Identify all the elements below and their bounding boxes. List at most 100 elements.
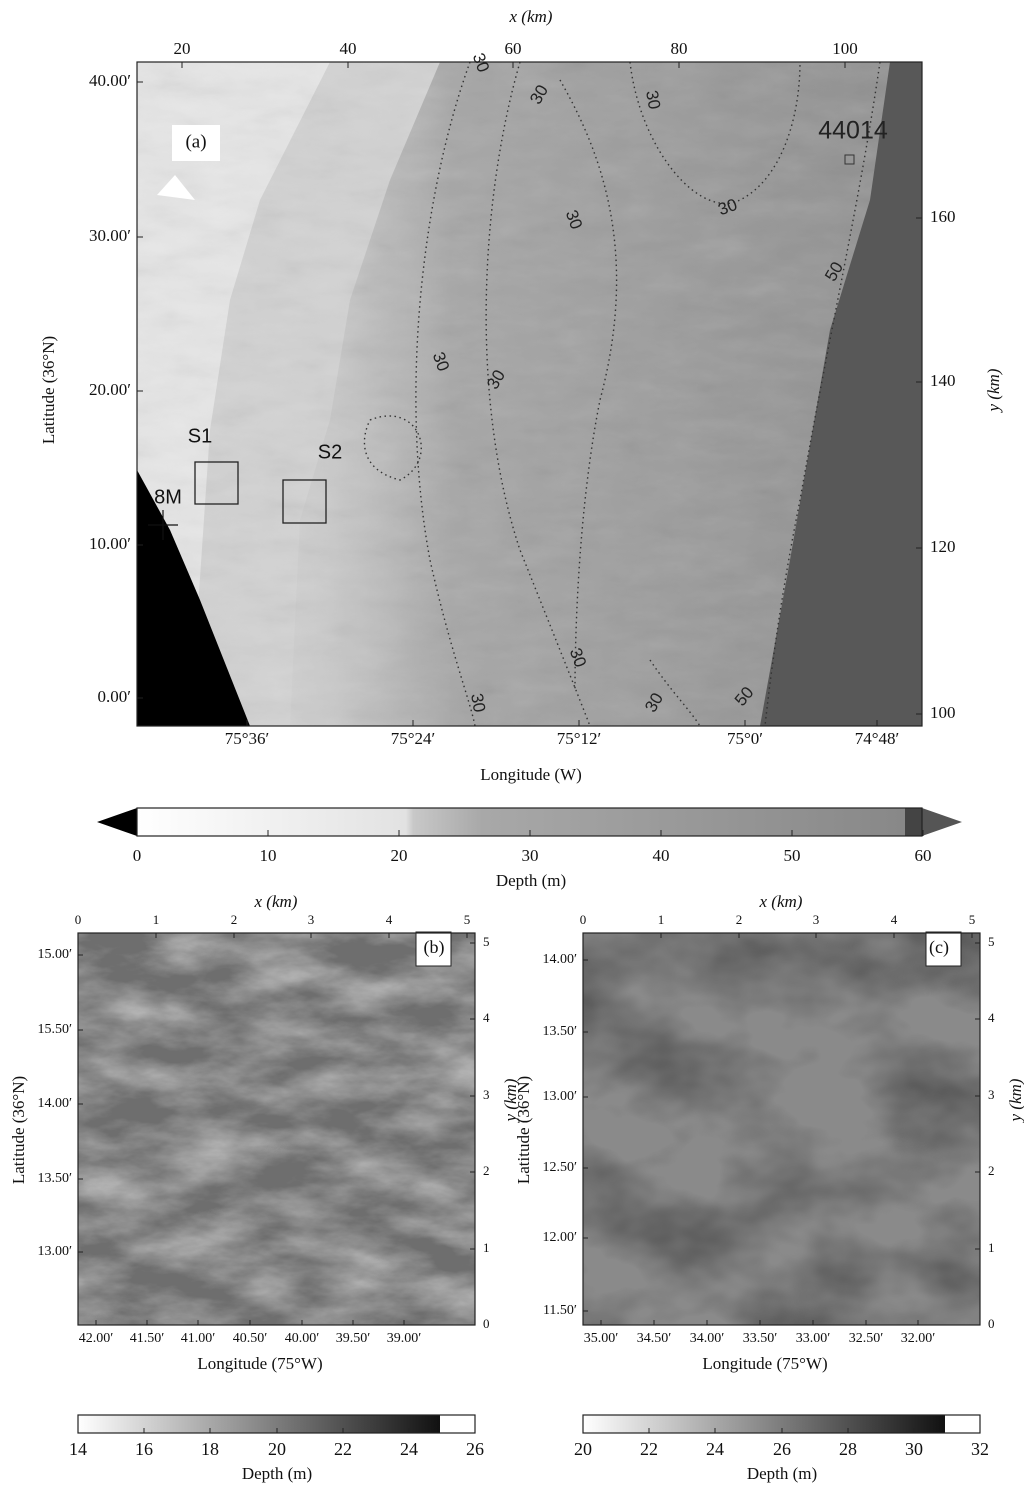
contour-label: 30 — [467, 692, 489, 714]
y-tick-label: 140 — [930, 371, 956, 390]
lat-tick-label: 14.00′ — [37, 1096, 72, 1111]
lon-tick-label: 41.00′ — [181, 1331, 216, 1346]
lat-tick-label: 30.00′ — [89, 226, 131, 245]
lon-tick-label: 75°36′ — [225, 729, 270, 748]
buoy-label: 44014 — [818, 117, 888, 145]
colorbar-a — [137, 808, 905, 836]
x-tick-label: 0 — [580, 912, 587, 927]
x-axis-title: x (km) — [759, 892, 803, 911]
lon-tick-label: 42.00′ — [79, 1331, 114, 1346]
colorbar-end — [905, 808, 922, 836]
colorbar-tick-label: 20 — [574, 1439, 592, 1459]
colorbar-tick-label: 0 — [133, 846, 142, 865]
x-tick-label: 2 — [231, 912, 238, 927]
y-tick-label: 2 — [483, 1163, 490, 1178]
lon-tick-label: 33.00′ — [796, 1331, 831, 1346]
colorbar-tick-label: 50 — [784, 846, 801, 865]
station-label: 8M — [154, 486, 182, 508]
map-b-texture — [78, 933, 475, 1325]
y-tick-label: 120 — [930, 537, 956, 556]
y-tick-label: 3 — [988, 1087, 995, 1102]
label-box — [415, 931, 452, 967]
lat-tick-label: 12.50′ — [542, 1160, 577, 1175]
x-tick-label: 0 — [75, 912, 82, 927]
y-tick-label: 4 — [483, 1010, 490, 1025]
colorbar-tick-label: 40 — [653, 846, 670, 865]
y-tick-label: 5 — [988, 934, 995, 949]
panel-label: (b) — [424, 937, 445, 958]
colorbar-tick-label: 20 — [391, 846, 408, 865]
x-tick-label: 5 — [969, 912, 976, 927]
x-tick-label: 4 — [891, 912, 898, 927]
lon-tick-label: 40.50′ — [233, 1331, 268, 1346]
lat-tick-label: 0.00′ — [98, 687, 131, 706]
colorbar-tick-label: 20 — [268, 1439, 286, 1459]
lat-tick-label: 10.00′ — [89, 534, 131, 553]
colorbar-tick-label: 22 — [334, 1439, 352, 1459]
x-tick-label: 2 — [736, 912, 743, 927]
colorbar-tick-label: 14 — [69, 1439, 87, 1459]
colorbar-tick-label: 10 — [260, 846, 277, 865]
colorbar-tick-label: 30 — [905, 1439, 923, 1459]
lat-tick-label: 11.50′ — [543, 1303, 577, 1318]
y-tick-label: 5 — [483, 934, 490, 949]
lat-tick-label: 13.00′ — [37, 1244, 72, 1259]
lon-tick-label: 74°48′ — [855, 729, 900, 748]
lon-tick-label: 32.00′ — [901, 1331, 936, 1346]
colorbar-tick-label: 24 — [706, 1439, 724, 1459]
lat-tick-label: 13.50′ — [542, 1024, 577, 1039]
map-a — [137, 62, 922, 726]
panel-label: (a) — [185, 131, 206, 152]
y-axis-title: y (km) — [1006, 1078, 1024, 1123]
colorbar-tick-label: 26 — [773, 1439, 791, 1459]
y-tick-label: 4 — [988, 1010, 995, 1025]
colorbar-b — [78, 1415, 440, 1433]
colorbar-tick-label: 60 — [915, 846, 932, 865]
y-axis-title: y (km) — [501, 1078, 520, 1123]
y-tick-label: 160 — [930, 207, 956, 226]
colorbar-c — [583, 1415, 945, 1433]
y-tick-label: 0 — [483, 1316, 490, 1331]
colorbar-tick-label: 24 — [400, 1439, 418, 1459]
lon-tick-label: 39.50′ — [336, 1331, 371, 1346]
colorbar-title: Depth (m) — [496, 871, 566, 890]
y-tick-label: 1 — [483, 1240, 490, 1255]
lon-tick-label: 32.50′ — [849, 1331, 884, 1346]
lat-tick-label: 12.00′ — [542, 1230, 577, 1245]
colorbar-tick-label: 32 — [971, 1439, 989, 1459]
x-tick-label: 5 — [464, 912, 471, 927]
lat-tick-label: 13.00′ — [542, 1089, 577, 1104]
lat-tick-label: 15.00′ — [37, 947, 72, 962]
map-frame — [136, 61, 923, 727]
panel-label: (c) — [929, 937, 949, 958]
lon-tick-label: 35.00′ — [584, 1331, 619, 1346]
lat-axis-title: Latitude (36°N) — [514, 1076, 533, 1184]
lat-tick-label: 20.00′ — [89, 380, 131, 399]
colorbar-arrow — [922, 808, 962, 836]
lon-tick-label: 33.50′ — [743, 1331, 778, 1346]
colorbar-tick-label: 26 — [466, 1439, 484, 1459]
colorbar-arrow — [97, 808, 137, 836]
map-frame — [582, 932, 981, 1326]
y-tick-label: 1 — [988, 1240, 995, 1255]
colorbar-tick-label: 30 — [522, 846, 539, 865]
colorbar-title: Depth (m) — [747, 1464, 817, 1483]
lon-tick-label: 75°12′ — [557, 729, 602, 748]
colorbar-tick-label: 28 — [839, 1439, 857, 1459]
x-axis-title: x (km) — [254, 892, 298, 911]
lon-tick-label: 39.00′ — [387, 1331, 422, 1346]
lon-tick-label: 75°24′ — [391, 729, 436, 748]
x-tick-label: 20 — [174, 39, 191, 58]
map-c-texture — [583, 933, 980, 1325]
x-tick-label: 100 — [832, 39, 858, 58]
lat-axis-title: Latitude (36°N) — [9, 1076, 28, 1184]
map-frame — [77, 932, 476, 1326]
lon-tick-label: 34.00′ — [690, 1331, 725, 1346]
x-tick-label: 40 — [340, 39, 357, 58]
site-label: S2 — [318, 441, 342, 463]
y-axis-title: y (km) — [984, 368, 1003, 413]
x-tick-label: 1 — [153, 912, 160, 927]
y-tick-label: 2 — [988, 1163, 995, 1178]
x-tick-label: 4 — [386, 912, 393, 927]
